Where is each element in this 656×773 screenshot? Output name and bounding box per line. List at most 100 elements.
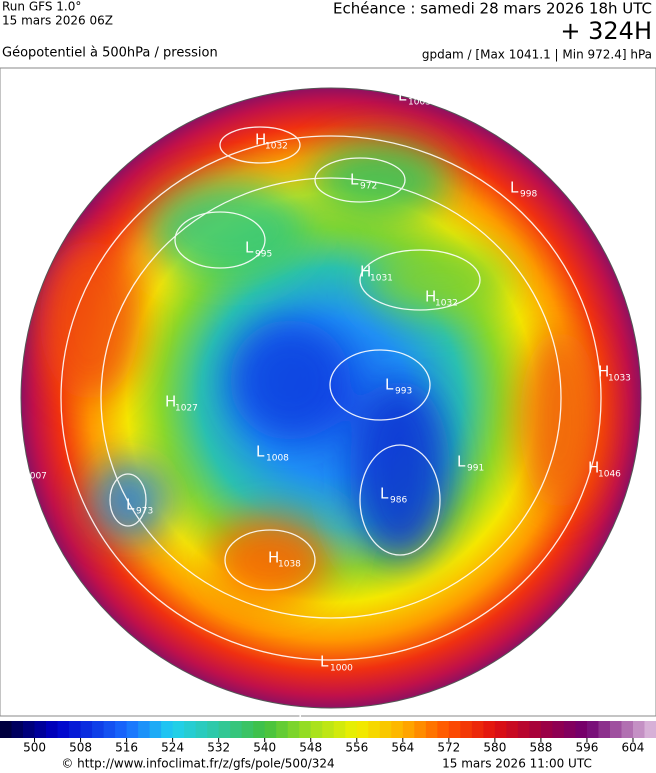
colorbar-swatch [632,721,645,738]
colorbar-swatch [448,721,461,738]
center-value: 972 [360,182,377,192]
source-link: © http://www.infoclimat.fr/z/gfs/pole/50… [61,757,334,771]
disk-edge [20,87,642,709]
center-value: 973 [136,507,153,517]
colorbar-label: 516 [115,741,138,755]
colorbar-swatch [46,721,59,738]
colorbar-swatch [103,721,116,738]
colorbar-swatch [598,721,611,738]
valid-time: Echéance : samedi 28 mars 2026 18h UTC [333,0,652,18]
colorbar-swatch [241,721,254,738]
center-value: 1007 [24,472,47,482]
issued-time: 15 mars 2026 11:00 UTC [442,757,592,771]
colorbar-swatch [471,721,484,738]
center-value: 991 [467,464,484,474]
colorbar-swatch [333,721,346,738]
center-type: L [385,376,394,394]
colorbar-label: 588 [529,741,552,755]
colorbar-swatch [575,721,588,738]
colorbar-swatch [34,721,47,738]
map-disk [21,88,641,708]
center-value: 1032 [435,299,458,309]
colorbar-swatch [414,721,427,738]
center-value: 1000 [330,664,353,674]
colorbar-swatch [218,721,231,738]
center-type: L [126,496,135,514]
colorbar-swatch [264,721,277,738]
colorbar-swatch [115,721,128,738]
colorbar-label: 508 [69,741,92,755]
center-type: H [588,459,599,477]
center-type: H [268,549,279,567]
colorbar-swatch [356,721,369,738]
colorbar-swatch [552,721,565,738]
center-type: H [360,263,371,281]
center-value: 1031 [370,274,393,284]
colorbar-swatch [379,721,392,738]
units-label: gpdam / [Max 1041.1 | Min 972.4] hPa [422,48,652,62]
colorbar-swatch [11,721,24,738]
colorbar-swatch [425,721,438,738]
colorbar-swatch [172,721,185,738]
center-value: 1008 [266,454,289,464]
colorbar-swatch [621,721,634,738]
colorbar-swatch [23,721,36,738]
field-label: Géopotentiel à 500hPa / pression [2,46,218,61]
colorbar-swatch [57,721,70,738]
colorbar-label: 524 [161,741,184,755]
center-type: H [598,363,609,381]
center-value: 986 [390,496,407,506]
center-type: L [245,239,254,257]
center-type: L [14,461,23,479]
center-type: H [255,131,266,149]
colorbar-swatch [276,721,289,738]
colorbar-label: 556 [345,741,368,755]
colorbar-swatch [345,721,358,738]
run-label: Run GFS 1.0° [2,0,81,14]
colorbar-swatch [517,721,530,738]
center-type: H [425,288,436,306]
colorbar-swatch [460,721,473,738]
colorbar-swatch [391,721,404,738]
colorbar-swatch [529,721,542,738]
colorbar-swatch [310,721,323,738]
colorbar-label: 604 [622,741,645,755]
colorbar-swatch [506,721,519,738]
center-type: L [380,485,389,503]
colorbar-swatch [609,721,622,738]
center-type: L [256,443,265,461]
center-value: 1038 [278,560,301,570]
run-date: 15 mars 2026 06Z [2,14,113,28]
center-value: 1003 [408,98,431,108]
colorbar-label: 580 [483,741,506,755]
lead-time: + 324H [560,17,652,45]
colorbar-label: 548 [299,741,322,755]
center-type: L [320,653,329,671]
center-type: L [350,171,359,189]
colorbar-swatch [299,721,312,738]
colorbar-label: 572 [437,741,460,755]
colorbar-swatch [540,721,553,738]
center-value: 1046 [598,470,621,480]
colorbar-swatch [126,721,139,738]
colorbar-swatch [287,721,300,738]
colorbar-swatch [138,721,151,738]
center-type: H [165,393,176,411]
center-value: 998 [520,190,537,200]
colorbar-swatch [253,721,266,738]
colorbar-label: 540 [253,741,276,755]
colorbar-swatch [80,721,93,738]
colorbar-swatch [368,721,381,738]
colorbar-swatch [644,721,656,738]
colorbar-swatch [0,721,13,738]
colorbar-swatch [230,721,243,738]
colorbar-swatch [483,721,496,738]
colorbar-label: 532 [207,741,230,755]
colorbar-swatch [207,721,220,738]
colorbar-swatch [195,721,208,738]
colorbar-swatch [161,721,174,738]
center-value: 1033 [608,374,631,384]
colorbar-swatch [494,721,507,738]
colorbar-label: 596 [575,741,598,755]
